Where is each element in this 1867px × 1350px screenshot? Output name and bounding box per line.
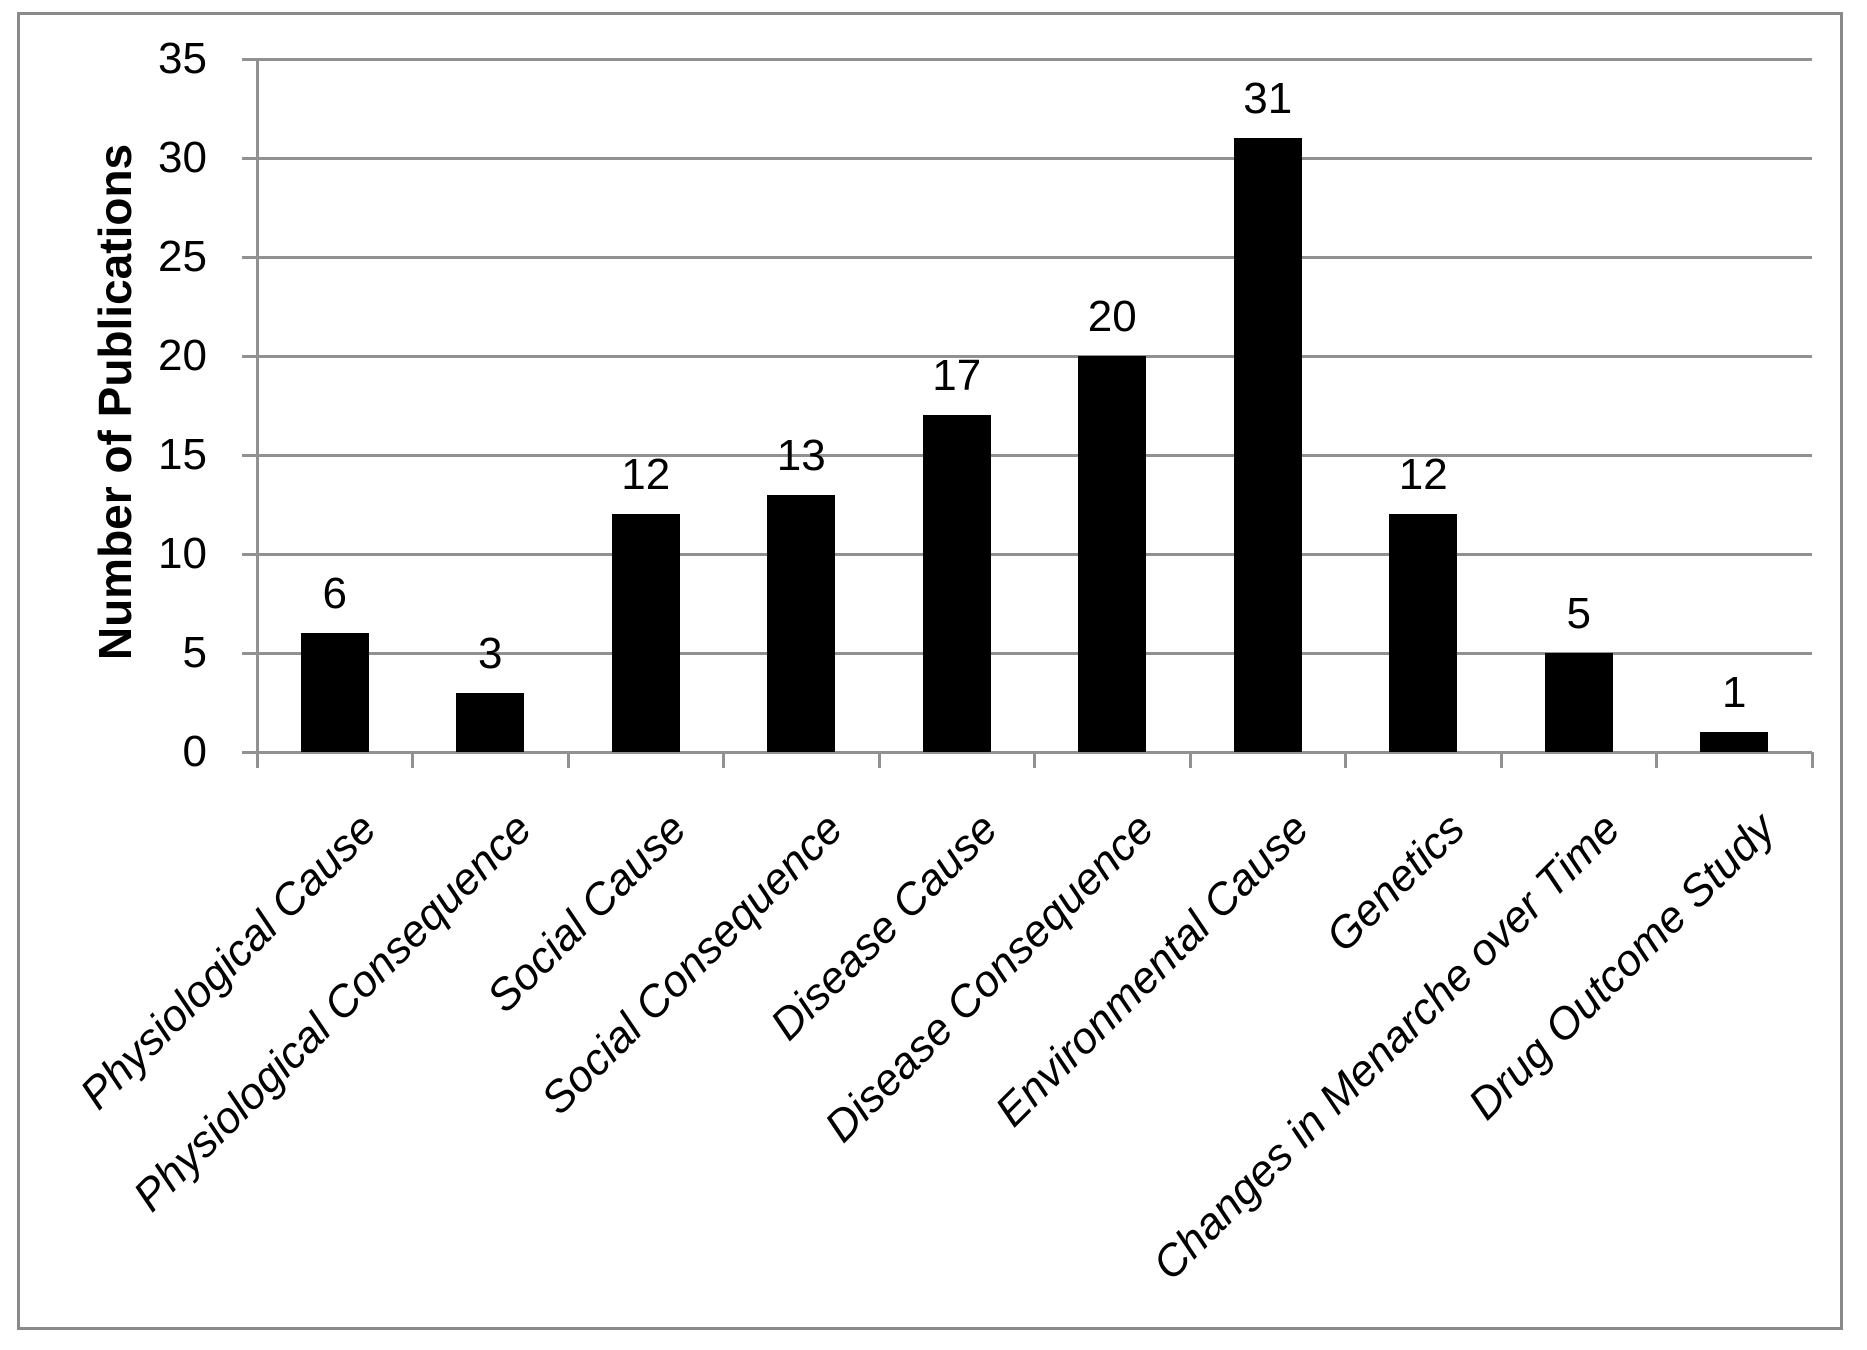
bar-value-label: 3 bbox=[478, 628, 503, 678]
x-tick-mark bbox=[1655, 752, 1658, 768]
x-tick-mark bbox=[1344, 752, 1347, 768]
y-tick-label: 0 bbox=[182, 727, 207, 776]
y-tick-label: 5 bbox=[182, 628, 207, 677]
bar-value-label: 12 bbox=[621, 450, 671, 500]
x-tick-mark bbox=[1033, 752, 1036, 768]
gridline bbox=[257, 354, 1812, 358]
bar-value-label: 31 bbox=[1243, 74, 1293, 124]
bar bbox=[1078, 356, 1147, 752]
x-tick-mark bbox=[722, 752, 725, 768]
y-tick-label: 30 bbox=[158, 133, 207, 182]
gridline bbox=[257, 453, 1812, 457]
x-tick-mark bbox=[411, 752, 414, 768]
bar-value-label: 5 bbox=[1566, 589, 1591, 638]
bar-value-label: 20 bbox=[1087, 292, 1137, 341]
y-tick-mark bbox=[242, 552, 257, 556]
y-axis-title: Number of Publications bbox=[89, 143, 141, 661]
y-tick-mark bbox=[242, 750, 257, 754]
y-tick-mark bbox=[242, 57, 257, 61]
y-tick-label: 35 bbox=[158, 34, 207, 83]
gridline bbox=[257, 156, 1812, 160]
y-tick-label: 15 bbox=[158, 430, 207, 479]
x-tick-mark bbox=[566, 752, 570, 768]
y-tick-label: 25 bbox=[158, 232, 207, 281]
bar bbox=[456, 692, 525, 752]
bar-value-label: 1 bbox=[1722, 668, 1747, 718]
x-tick-mark bbox=[877, 752, 881, 768]
bar-value-label: 12 bbox=[1398, 450, 1448, 500]
x-tick-mark bbox=[1810, 752, 1814, 768]
x-tick-mark bbox=[1188, 752, 1192, 768]
y-tick-mark bbox=[242, 255, 257, 259]
y-tick-mark bbox=[242, 453, 257, 457]
gridline bbox=[257, 651, 1812, 655]
y-tick-label: 10 bbox=[158, 529, 207, 578]
bar-value-label: 6 bbox=[322, 569, 347, 619]
bar bbox=[1700, 732, 1769, 752]
x-tick-mark bbox=[1499, 752, 1503, 768]
y-tick-mark bbox=[242, 156, 257, 160]
y-tick-label: 20 bbox=[158, 331, 207, 380]
y-axis-line bbox=[255, 59, 259, 768]
x-tick-mark bbox=[255, 752, 259, 768]
gridline bbox=[257, 255, 1812, 259]
bar bbox=[922, 415, 991, 752]
gridline bbox=[257, 57, 1812, 61]
bar bbox=[1233, 138, 1302, 752]
bar bbox=[611, 514, 680, 752]
y-tick-mark bbox=[242, 651, 257, 655]
bar bbox=[300, 633, 369, 752]
chart-border bbox=[17, 12, 1843, 1330]
gridline bbox=[257, 552, 1812, 556]
bar-value-label: 13 bbox=[776, 430, 826, 480]
bar bbox=[767, 494, 836, 752]
bar-value-label: 17 bbox=[932, 351, 982, 401]
bar bbox=[1389, 514, 1458, 752]
bar bbox=[1544, 653, 1613, 752]
y-tick-mark bbox=[242, 354, 257, 358]
